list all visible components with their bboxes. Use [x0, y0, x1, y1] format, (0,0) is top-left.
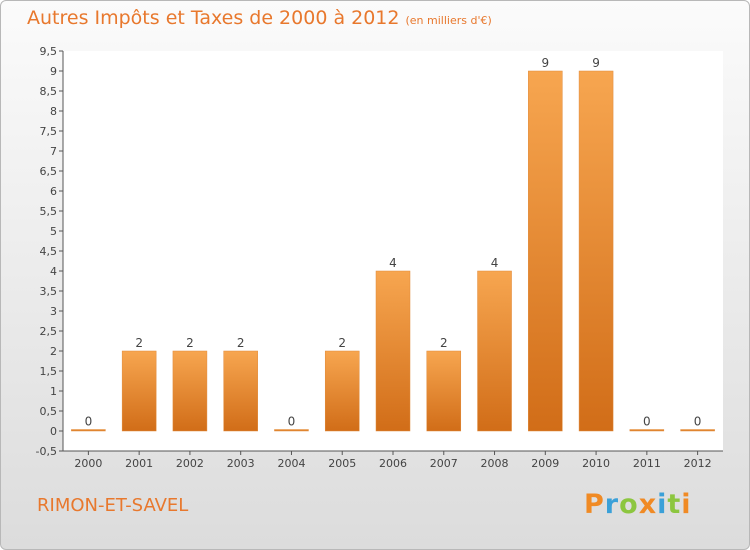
x-tick-label: 2001 — [125, 457, 153, 470]
data-label: 0 — [694, 415, 702, 429]
y-tick-label: 7 — [50, 145, 57, 158]
logo-letter: o — [619, 489, 639, 520]
x-tick-label: 2006 — [379, 457, 407, 470]
x-tick-label: 2010 — [582, 457, 610, 470]
bar — [375, 270, 411, 432]
y-tick-label: 6 — [50, 185, 57, 198]
data-label: 4 — [389, 256, 397, 270]
y-tick-label: 5,5 — [40, 205, 58, 218]
y-tick-label: 9,5 — [40, 45, 58, 58]
x-tick-label: 2002 — [176, 457, 204, 470]
y-tick-label: -0,5 — [36, 445, 57, 458]
x-tick-label: 2004 — [277, 457, 305, 470]
bar — [172, 350, 208, 432]
y-tick-label: 7,5 — [40, 125, 58, 138]
bar — [71, 429, 106, 432]
y-tick-label: 2,5 — [40, 325, 58, 338]
bar — [528, 70, 563, 432]
data-label: 2 — [237, 336, 245, 350]
y-tick-label: 6,5 — [40, 165, 58, 178]
bar — [324, 350, 360, 432]
chart-title-text: Autres Impôts et Taxes de 2000 à 2012 — [27, 7, 400, 29]
bar — [223, 350, 258, 432]
bar — [629, 429, 665, 432]
y-tick-label: 8 — [50, 105, 57, 118]
y-tick-label: 5 — [50, 225, 57, 238]
data-label: 2 — [135, 336, 143, 350]
logo-letter: i — [657, 489, 668, 520]
data-label: 4 — [491, 256, 499, 270]
x-tick-label: 2009 — [531, 457, 559, 470]
logo-letter: i — [681, 489, 692, 520]
logo-letter: P — [584, 489, 605, 520]
y-tick-label: 0,5 — [40, 405, 58, 418]
bar — [274, 429, 309, 432]
x-tick-label: 2011 — [633, 457, 661, 470]
y-tick-label: 4,5 — [40, 245, 58, 258]
x-tick-label: 2007 — [430, 457, 458, 470]
logo-letter: t — [667, 489, 682, 520]
x-tick-label: 2005 — [328, 457, 356, 470]
x-tick-label: 2012 — [684, 457, 712, 470]
x-tick-label: 2000 — [74, 457, 102, 470]
bar — [121, 350, 157, 432]
data-label: 2 — [440, 336, 448, 350]
y-tick-label: 1 — [50, 385, 57, 398]
y-tick-label: 4 — [50, 265, 57, 278]
data-label: 2 — [186, 336, 194, 350]
y-tick-label: 3,5 — [40, 285, 58, 298]
data-label: 0 — [643, 415, 651, 429]
chart-unit: (en milliers d'€) — [405, 14, 492, 27]
commune-name: RIMON-ET-SAVEL — [37, 495, 189, 516]
x-tick-label: 2008 — [481, 457, 509, 470]
proxiti-logo[interactable]: Proxiti — [584, 489, 692, 520]
y-tick-label: 2 — [50, 345, 57, 358]
y-tick-label: 1,5 — [40, 365, 58, 378]
x-tick-label: 2003 — [227, 457, 255, 470]
chart-title: Autres Impôts et Taxes de 2000 à 2012 (en… — [27, 7, 492, 29]
bar — [680, 429, 715, 432]
y-tick-label: 8,5 — [40, 85, 58, 98]
data-label: 2 — [338, 336, 346, 350]
data-label: 9 — [541, 56, 549, 70]
y-tick-label: 9 — [50, 65, 57, 78]
data-label: 9 — [592, 56, 600, 70]
bar — [426, 350, 462, 432]
logo-letter: r — [604, 489, 620, 520]
logo-letter: x — [638, 489, 658, 520]
bar — [578, 70, 614, 432]
y-tick-label: 3 — [50, 305, 57, 318]
y-tick-label: 0 — [50, 425, 57, 438]
data-label: 0 — [85, 415, 93, 429]
bar — [477, 270, 512, 432]
data-label: 0 — [288, 415, 296, 429]
